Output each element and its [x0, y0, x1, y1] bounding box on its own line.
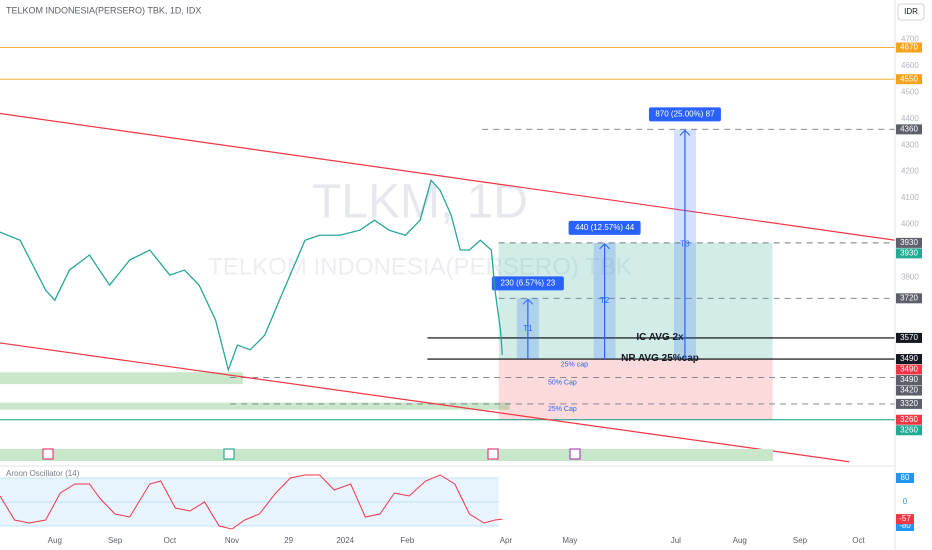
currency-button[interactable]: [897, 3, 925, 21]
event-icon: [569, 448, 581, 460]
price-label-box: [896, 237, 922, 248]
main-pane: IC AVG 2x NR AVG 25%cap T1 230 (6.57%) 23 T2…: [0, 47, 896, 463]
x-tick-label: Feb: [400, 536, 414, 545]
arrow-head: [679, 129, 691, 136]
price-label: 3260: [900, 415, 918, 424]
x-tick-label: Aug: [48, 536, 62, 545]
price-line: [0, 179, 503, 373]
y-tick-label: 4500: [901, 88, 919, 97]
osc-last-label: -57: [899, 514, 911, 523]
osc-tick-label: 80: [901, 473, 910, 482]
y-tick-label: 4400: [901, 114, 919, 123]
event-icon: [42, 448, 54, 460]
osc-line: [0, 474, 503, 530]
price-label: 3260: [900, 425, 918, 434]
price-label: 3930: [900, 238, 918, 247]
currency[interactable]: IDR: [904, 7, 918, 16]
osc-last-box: [896, 514, 914, 525]
event-icon: [223, 448, 235, 460]
stop-zone: [498, 359, 773, 420]
arrow-head: [599, 243, 610, 250]
cap-label: 25% Cap: [548, 406, 577, 413]
price-label-box: [896, 364, 922, 375]
price-label: 3320: [900, 399, 918, 408]
level-label: NR AVG 25%cap: [621, 353, 699, 364]
osc-tick-box: [896, 521, 914, 531]
x-tick-label: Apr: [500, 536, 513, 545]
x-tick-label: Sep: [793, 536, 808, 545]
target-tag: 870 (25.00%) 87: [655, 109, 715, 118]
price-label: 4670: [900, 43, 918, 52]
price-label-box: [896, 385, 922, 396]
target-tag-box: [491, 276, 564, 291]
price-label-box: [896, 414, 922, 425]
price-label-box: [896, 332, 922, 343]
x-tick-label: Aug: [733, 536, 747, 545]
price-label: 3930: [900, 248, 918, 257]
target-name: T2: [600, 296, 610, 305]
price-label: 3490: [900, 354, 918, 363]
target-zone: [498, 242, 773, 360]
price-label-box: [896, 248, 922, 259]
y-tick-label: 4000: [901, 220, 919, 229]
price-label: 4360: [900, 124, 918, 133]
price-label-box: [896, 354, 922, 365]
target-tag-box: [648, 107, 721, 122]
x-tick-label: Sep: [108, 536, 123, 545]
target-name: T3: [680, 239, 690, 248]
price-label-box: [896, 375, 922, 386]
x-tick-label: Oct: [852, 536, 865, 545]
target-tag: 440 (12.57%) 44: [575, 223, 635, 232]
price-label: 3570: [900, 333, 918, 342]
y-tick-label: 4600: [901, 61, 919, 70]
y-tick-label: 4300: [901, 140, 919, 149]
x-tick-label: 2024: [336, 536, 354, 545]
cap-label: 50% Cap: [548, 380, 577, 387]
price-label: 4550: [900, 74, 918, 83]
y-tick-label: 4700: [901, 35, 919, 44]
price-label-box: [896, 398, 922, 409]
trend-line: [0, 112, 896, 241]
level-label: IC AVG 2x: [636, 332, 684, 343]
price-label-box: [896, 293, 922, 304]
x-tick-label: 29: [284, 536, 293, 545]
target-tag: 230 (6.57%) 23: [501, 278, 556, 287]
osc-tick-label: -80: [899, 521, 911, 530]
events: [42, 448, 581, 460]
event-icon: [487, 448, 499, 460]
price-label: 3720: [900, 293, 918, 302]
price-label-box: [896, 425, 922, 436]
cap-label: 25% cap: [561, 362, 588, 369]
support-zone: [0, 402, 510, 410]
y-tick-label: 4100: [901, 193, 919, 202]
price-label: 3490: [900, 365, 918, 374]
x-tick-label: Nov: [225, 536, 239, 545]
price-label-box: [896, 74, 922, 85]
trend-line: [0, 342, 850, 463]
support-zone: [0, 372, 243, 385]
target-tag-box: [568, 220, 641, 235]
watermark: TELKOM INDONESIA(PERSERO) TBK: [208, 253, 632, 280]
x-tick-label: Oct: [164, 536, 177, 545]
price-label-box: [896, 124, 922, 135]
x-tick-label: Jul: [671, 536, 681, 545]
y-tick-label: 3800: [901, 272, 919, 281]
oscillator-title: Aroon Oscillator (14): [6, 469, 80, 478]
price-label: 3490: [900, 375, 918, 384]
osc-tick-label: 0: [903, 497, 908, 506]
osc-tick-box: [896, 473, 914, 483]
y-tick-label: 4200: [901, 167, 919, 176]
arrow-head: [522, 298, 534, 305]
price-label-box: [896, 42, 922, 53]
x-tick-label: May: [562, 536, 577, 545]
target-name: T1: [523, 324, 533, 333]
chart-title: TELKOM INDONESIA(PERSERO) TBK, 1D, IDX: [6, 5, 201, 15]
price-label: 3420: [900, 386, 918, 395]
events-strip: [0, 449, 773, 461]
